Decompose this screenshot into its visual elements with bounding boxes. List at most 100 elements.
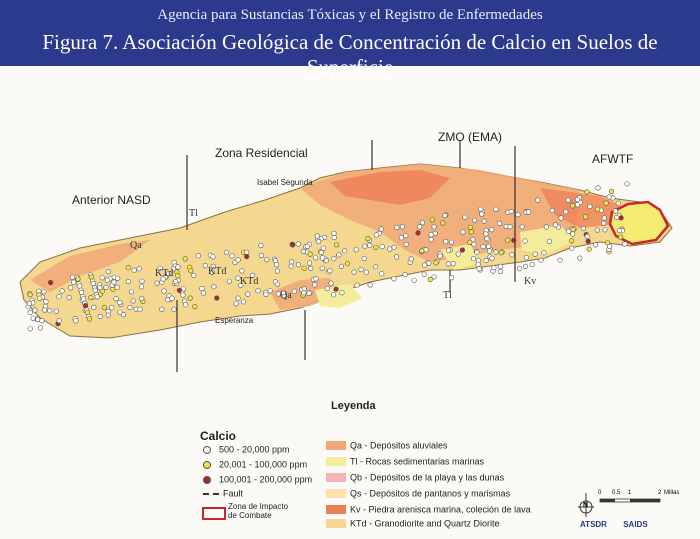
sample-point: [408, 256, 414, 262]
figure-title: Figura 7. Asociación Geológica de Concen…: [42, 30, 658, 79]
sample-point: [114, 284, 120, 291]
sample-point: [80, 296, 87, 302]
sample-point: [485, 243, 492, 249]
sample-point: [479, 211, 485, 217]
sample-point: [399, 224, 406, 230]
sample-point: [101, 304, 107, 311]
sample-point: [313, 255, 319, 261]
sample-point: [557, 257, 563, 263]
sample-point: [565, 197, 571, 203]
sample-point: [99, 288, 105, 294]
sample-point: [367, 242, 373, 248]
header-banner: Agencia para Sustancias Tóxicas y el Reg…: [0, 0, 700, 79]
sample-point: [403, 233, 409, 239]
sample-point: [484, 236, 490, 242]
sample-point: [211, 284, 217, 290]
sample-point: [358, 266, 364, 273]
geology-legend-kv: Kv - Piedra arenisca marina, coleción de…: [326, 504, 531, 517]
sample-point: [295, 241, 301, 247]
sample-point: [115, 275, 121, 281]
sample-point: [497, 268, 504, 275]
sample-point: [117, 309, 123, 315]
sample-point: [199, 286, 205, 292]
sample-point: [365, 236, 371, 242]
scale-tick: 2: [658, 490, 662, 496]
sample-point: [304, 243, 310, 249]
sample-point: [324, 285, 330, 292]
kv-east: [540, 188, 620, 228]
sample-point: [289, 259, 295, 265]
sample-point: [84, 309, 90, 315]
sample-point: [37, 295, 43, 301]
sample-point: [235, 275, 241, 281]
sample-point: [43, 299, 49, 305]
sample-point: [422, 262, 428, 268]
sample-point: [344, 261, 351, 267]
sample-point: [351, 269, 357, 275]
sample-point: [459, 247, 466, 253]
sample-point: [318, 249, 324, 255]
sample-point: [543, 224, 549, 230]
sample-point: [244, 249, 250, 255]
sample-point: [486, 248, 493, 254]
sample-point: [327, 268, 333, 274]
sample-point: [379, 244, 385, 250]
tl-swatch: [326, 457, 346, 467]
sample-point: [585, 238, 591, 244]
north-label: N: [583, 502, 589, 509]
sample-point: [291, 288, 298, 294]
sample-point: [109, 305, 115, 311]
place-label-esperanza: Esperanza: [215, 316, 254, 325]
fault-legend-item: Fault: [203, 488, 243, 500]
sample-point: [157, 265, 163, 271]
sample-point: [105, 269, 111, 275]
sample-point: [437, 253, 443, 259]
calcio-legend-item-high: 100,001 - 200,000 ppm: [203, 474, 312, 486]
sample-point: [361, 255, 367, 262]
sample-point: [478, 206, 484, 212]
sample-point: [443, 239, 449, 245]
sample-point: [128, 289, 134, 295]
sample-point: [460, 229, 466, 235]
kv-zone: [330, 170, 450, 205]
sample-point: [612, 208, 619, 214]
sample-point: [281, 293, 287, 300]
sample-point: [301, 265, 307, 271]
qa-swatch: [326, 441, 346, 451]
sample-point: [379, 271, 385, 277]
sample-point: [94, 294, 100, 300]
sample-point: [289, 241, 295, 247]
qs-swatch: [326, 489, 346, 499]
sample-point: [313, 276, 319, 282]
sample-point: [601, 220, 607, 226]
sample-point: [570, 203, 576, 209]
sample-point: [586, 246, 592, 252]
sample-points: [25, 181, 630, 332]
sample-point: [32, 307, 38, 313]
sample-point: [113, 296, 119, 302]
sample-point: [267, 288, 273, 294]
sample-point: [165, 297, 171, 303]
sample-point: [312, 282, 318, 288]
sample-point: [214, 295, 220, 301]
zone-label-residencial: Zona Residencial: [215, 146, 308, 160]
sample-point: [91, 304, 97, 311]
sample-point: [71, 279, 77, 285]
sample-point: [481, 218, 487, 224]
sample-point: [552, 222, 558, 228]
white-dot-icon: [203, 445, 211, 454]
sample-point: [176, 287, 182, 293]
sample-point: [467, 224, 473, 230]
geology-code: Qa: [280, 290, 292, 301]
sample-point: [429, 217, 435, 223]
sample-point: [558, 215, 564, 221]
sample-point: [88, 294, 94, 301]
sample-point: [594, 227, 600, 233]
yellow-dot-icon: [203, 460, 211, 469]
sample-point: [476, 266, 482, 272]
ktd-swatch: [326, 519, 346, 529]
sample-point: [448, 275, 455, 281]
sample-point: [238, 282, 244, 288]
sample-point: [496, 220, 503, 226]
geology-legend-qa: Qa - Depósitos aluviales: [326, 440, 448, 453]
